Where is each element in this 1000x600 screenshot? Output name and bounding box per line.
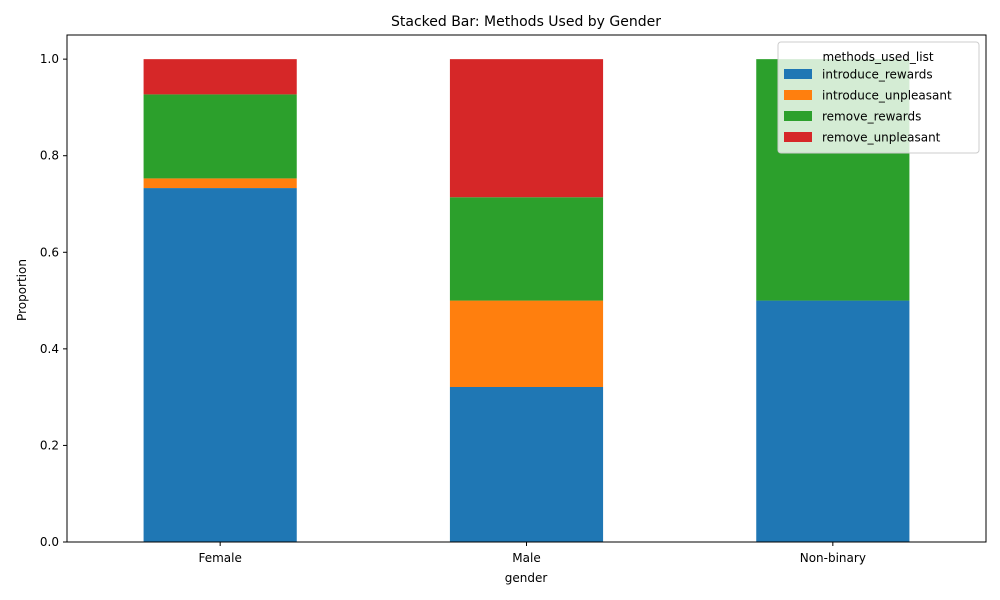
- bar-male-remove-unpleasant: [449, 59, 604, 198]
- legend-swatch-introduce-unpleasant: [784, 90, 812, 100]
- legend-swatch-introduce-rewards: [784, 69, 812, 79]
- y-tick-label: 0.8: [40, 149, 59, 163]
- y-tick-label: 0.6: [40, 245, 59, 259]
- bars-group: [143, 59, 910, 542]
- y-tick-label: 0.0: [40, 535, 59, 549]
- x-tick-label: Female: [198, 551, 241, 565]
- y-tick-label: 0.2: [40, 438, 59, 452]
- legend: methods_used_list introduce_rewardsintro…: [777, 41, 980, 154]
- legend-label-remove-unpleasant: remove_unpleasant: [822, 131, 941, 145]
- legend-title: methods_used_list: [822, 50, 933, 64]
- chart-title: Stacked Bar: Methods Used by Gender: [391, 14, 661, 30]
- bar-male-introduce-unpleasant: [449, 300, 604, 388]
- x-tick-label: Male: [512, 551, 540, 565]
- bar-female-remove-unpleasant: [143, 59, 297, 95]
- bar-female-introduce-rewards: [143, 188, 297, 542]
- legend-label-introduce-rewards: introduce_rewards: [822, 68, 933, 82]
- x-ticks-group: Female Male Non-binary: [198, 542, 866, 565]
- x-tick-label: Non-binary: [800, 551, 866, 565]
- y-ticks-group: 0.0 0.2 0.4 0.6 0.8 1.0: [40, 52, 67, 549]
- bar-female-remove-rewards: [143, 94, 297, 179]
- legend-swatch-remove-unpleasant: [784, 132, 812, 142]
- legend-box: [777, 41, 980, 154]
- y-axis-title: Proportion: [15, 259, 29, 321]
- y-tick-label: 0.4: [40, 342, 59, 356]
- legend-label-introduce-unpleasant: introduce_unpleasant: [822, 89, 952, 103]
- legend-swatch-remove-rewards: [784, 111, 812, 121]
- plot-frame: [66, 34, 987, 543]
- bar-female-introduce-unpleasant: [143, 178, 297, 189]
- x-axis-title: gender: [505, 571, 548, 585]
- bar-male-remove-rewards: [449, 197, 604, 301]
- bar-male-introduce-rewards: [449, 387, 604, 542]
- y-tick-label: 1.0: [40, 52, 59, 66]
- bar-non-binary-introduce-rewards: [756, 300, 910, 542]
- legend-label-remove-rewards: remove_rewards: [822, 110, 921, 124]
- legend-items: introduce_rewards introduce_unpleasantrem…: [784, 68, 952, 145]
